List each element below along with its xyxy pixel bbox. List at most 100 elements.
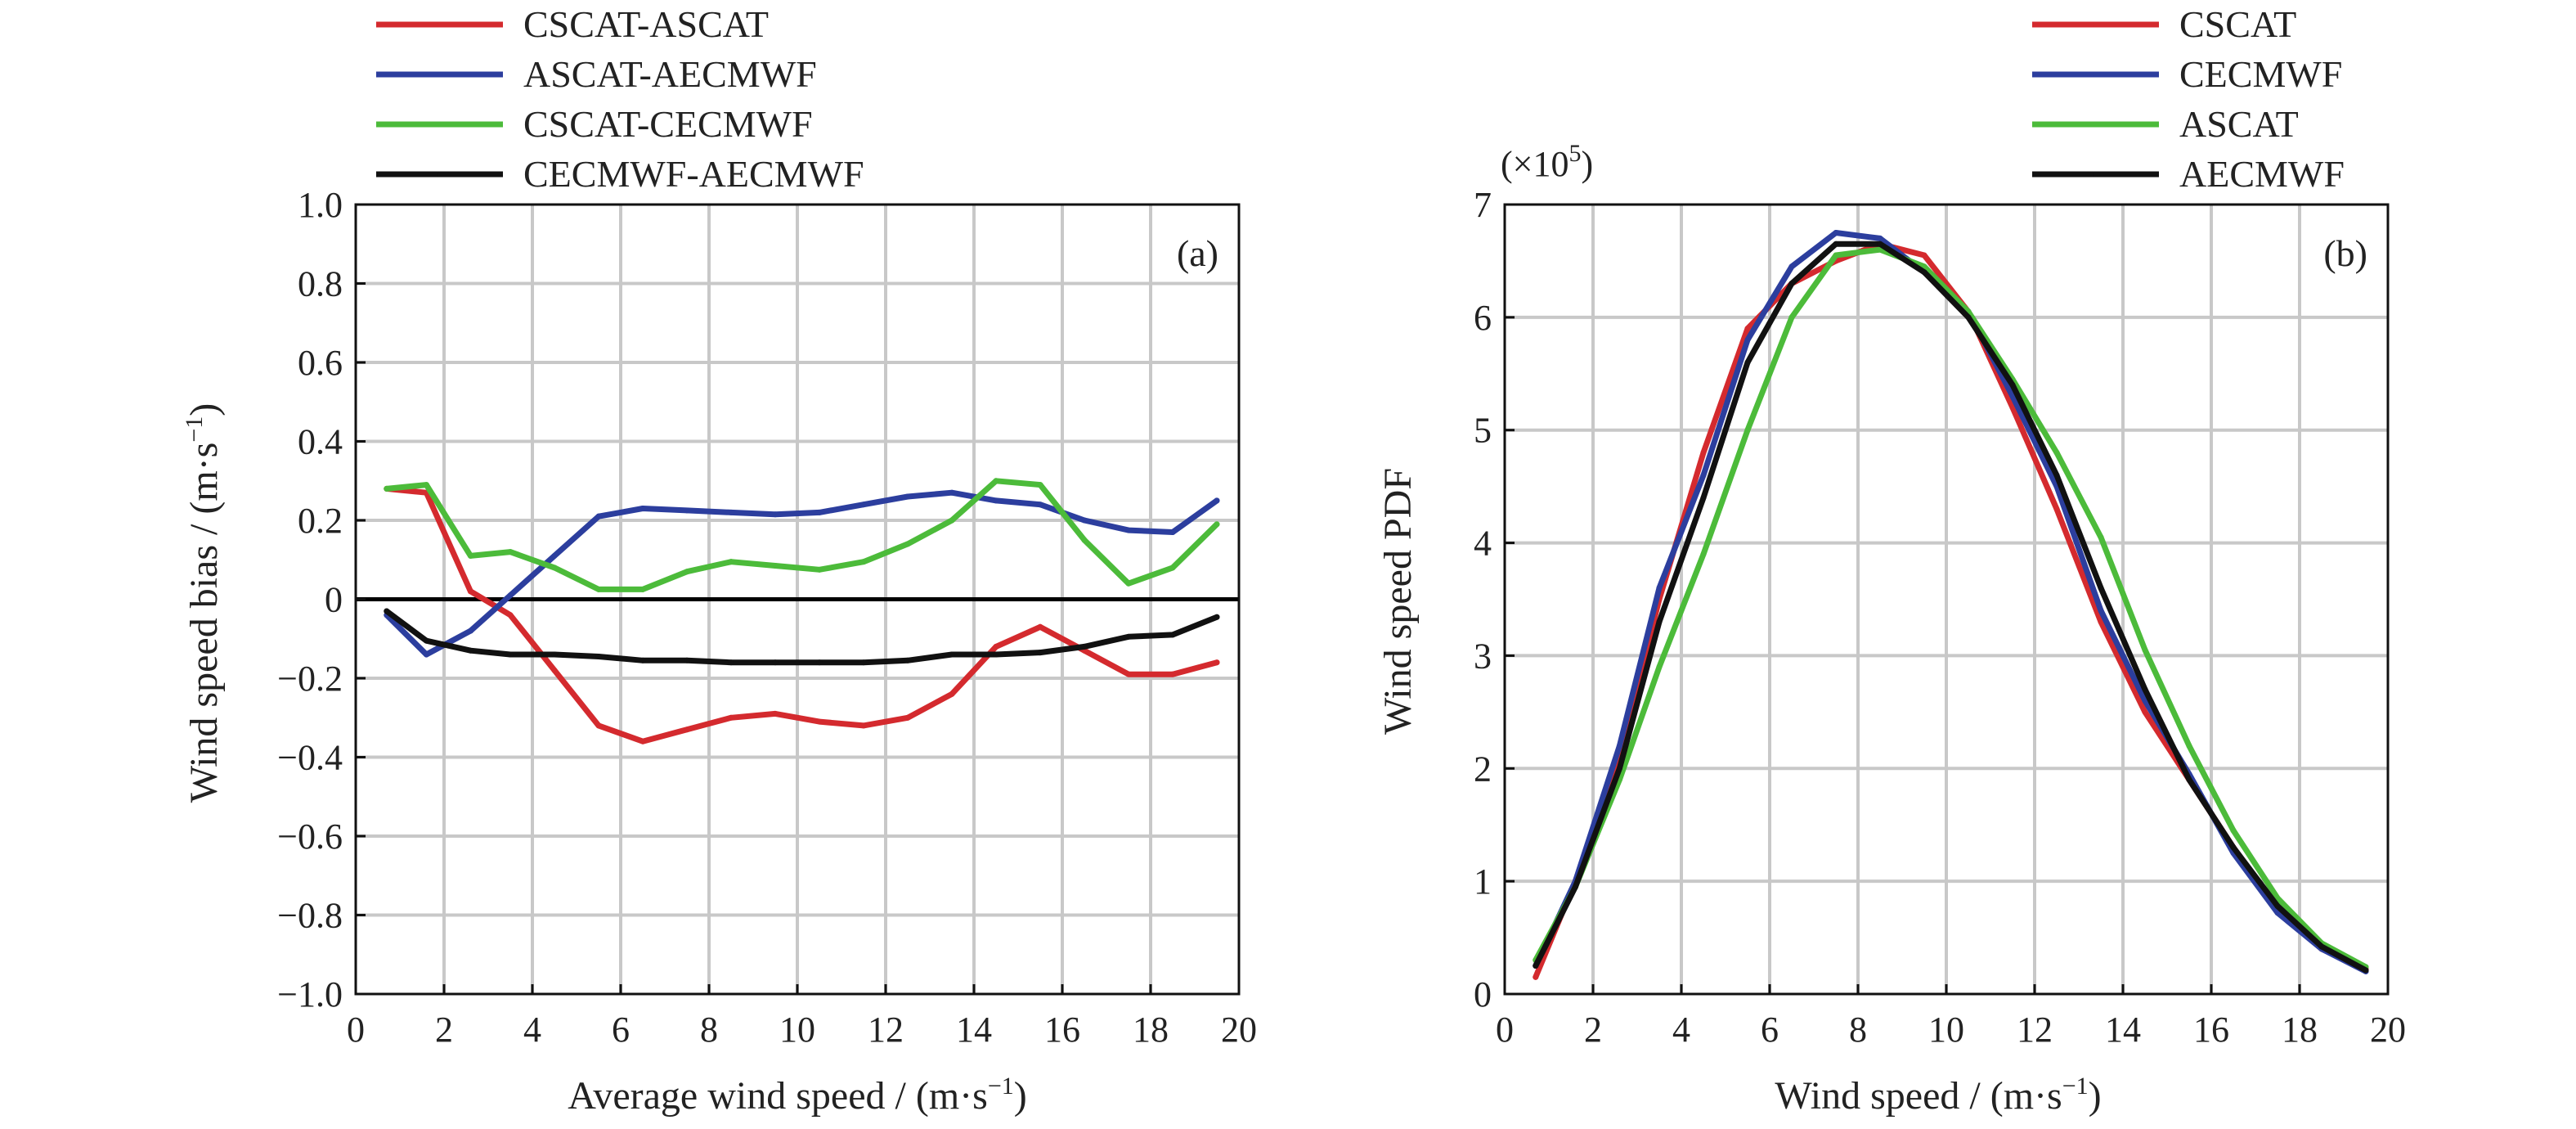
panel-b-series-line-3	[1533, 241, 2369, 974]
panel-a-series-2-point	[640, 586, 646, 592]
panel-a-series-2-point	[551, 564, 558, 571]
panel-a-chart: Wind speed bias / (m·s−1) Average wind s…	[181, 3, 1257, 1118]
panel-b-series-2-point	[1744, 427, 1751, 434]
panel-a-series-2-point	[772, 562, 779, 569]
panel-b-x-tick-label: 10	[1928, 1010, 1964, 1050]
panel-a-series-3-point	[595, 653, 602, 659]
panel-a-series-1-point	[423, 651, 429, 658]
panel-a-x-tick-label: 20	[1221, 1010, 1257, 1050]
panel-b-series-3-point	[1656, 618, 1663, 625]
panel-a-series-3-point	[551, 651, 558, 658]
panel-a-series-2-point	[1081, 537, 1088, 543]
panel-b-series-2-point	[1788, 314, 1795, 321]
panel-b-series-1-point	[1656, 585, 1663, 591]
panel-b-series-3-point	[2053, 472, 2060, 479]
panel-a-y-tick-label: 1.0	[298, 185, 343, 225]
panel-a-series-1-point	[772, 511, 779, 518]
panel-b-series-3-point	[2186, 776, 2192, 783]
panel-b-legend-label: CECMWF	[2179, 53, 2342, 95]
panel-b-ylabel: Wind speed PDF	[1376, 468, 1420, 735]
panel-a-series-3-point	[816, 659, 823, 666]
panel-a-series-3-point	[772, 659, 779, 666]
panel-a-series-1-point	[1037, 502, 1043, 508]
panel-b-series-3-point	[2098, 585, 2104, 591]
panel-b-series-3-point	[1921, 269, 1928, 276]
panel-a-legend-label: CECMWF-AECMWF	[523, 153, 864, 195]
panel-a-series-3-point	[1081, 643, 1088, 650]
panel-a-y-tick-label: 0	[325, 580, 343, 620]
panel-a-series-1-point	[467, 627, 473, 634]
panel-a-series-3-point	[728, 659, 734, 666]
panel-a-y-tick-label: 0.6	[298, 343, 343, 383]
panel-b-series-1-point	[1877, 235, 1883, 241]
panel-a-series-3-point	[684, 657, 690, 663]
panel-a-series-2-point	[949, 517, 955, 524]
panel-b-series-1-point	[1833, 229, 1839, 236]
panel-b-series-3-point	[2142, 686, 2148, 693]
panel-b-series-1-point	[2098, 607, 2104, 614]
panel-b-series-3-point	[1833, 241, 1839, 247]
panel-a-series-1-point	[816, 509, 823, 515]
panel-b-series-3-point	[1965, 314, 1972, 321]
panel-b-series-0-point	[1533, 974, 1539, 980]
panel-b-y-tick-label: 6	[1474, 298, 1492, 338]
panel-b-series-0-point	[1921, 252, 1928, 259]
panel-a-y-tick-label: 0.4	[298, 422, 343, 462]
panel-b-series-1-point	[1700, 472, 1707, 479]
panel-a-series-0-point	[551, 667, 558, 673]
panel-a-series-2-point	[507, 549, 514, 556]
panel-b-x-tick-label: 0	[1496, 1010, 1514, 1050]
panel-b-legend-label: ASCAT	[2179, 103, 2299, 145]
panel-a-ylabel: Wind speed bias / (m·s−1)	[181, 403, 226, 803]
panel-a-legend-marker	[437, 21, 442, 28]
panel-b-series-1-point	[1616, 743, 1622, 749]
panel-a-series-2-point	[423, 482, 429, 488]
panel-b-legend: CSCAT CECMWF ASCAT AECMWF	[2032, 3, 2345, 195]
panel-a-series-2-point	[467, 552, 473, 559]
panel-b-series-1-point	[2009, 393, 2016, 399]
panel-a-series-3-point	[467, 647, 473, 654]
panel-b-series-1-point	[2142, 698, 2148, 704]
panel-a-series-0-point	[1169, 671, 1176, 677]
panel-a-series-1-point	[1081, 517, 1088, 524]
panel-b-x-tick-label: 6	[1761, 1010, 1779, 1050]
panel-b-legend-label: AECMWF	[2179, 153, 2345, 195]
panel-a-series-3-point	[1169, 632, 1176, 638]
panel-a-legend-label: CSCAT-CECMWF	[523, 103, 813, 145]
panel-a-series-3-point	[423, 637, 429, 644]
panel-b-x-tick-label: 16	[2193, 1010, 2229, 1050]
panel-a-series-1-point	[860, 502, 867, 508]
panel-b-series-2-point	[1656, 663, 1663, 670]
panel-b-x-tick-label: 20	[2370, 1010, 2406, 1050]
panel-a-series-1-point	[728, 509, 734, 515]
panel-b-series-3-point	[1788, 281, 1795, 286]
panel-b-y-tick-label: 5	[1474, 411, 1492, 451]
panel-a-series-1-point	[904, 493, 911, 500]
panel-b-series-3-point	[2363, 967, 2369, 974]
panel-a-series-2-point	[860, 559, 867, 565]
panel-b-series-2-point	[2230, 827, 2237, 834]
panel-b-series-1-point	[1744, 336, 1751, 343]
panel-a-series-0-point	[728, 714, 734, 721]
panel-a-legend-label: CSCAT-ASCAT	[523, 3, 769, 45]
panel-b-series-1-point	[1788, 263, 1795, 270]
panel-b-series-3-point	[2230, 844, 2237, 851]
panel-a-series-line-3	[384, 608, 1220, 666]
panel-b-series-0-point	[2098, 618, 2104, 625]
panel-a-series-2-point	[1169, 564, 1176, 571]
panel-b-series-3-point	[1533, 963, 1539, 969]
panel-a-y-tick-label: −1.0	[277, 974, 343, 1014]
panel-a-x-tick-label: 0	[347, 1010, 365, 1050]
panel-a-series-line-2	[384, 478, 1220, 592]
panel-a-series-0-point	[1214, 659, 1220, 666]
panel-b-grid	[1505, 205, 2388, 994]
panel-b-series-0-point	[2142, 708, 2148, 715]
panel-a-x-tick-label: 12	[868, 1010, 904, 1050]
panel-b-series-3-point	[1744, 359, 1751, 366]
panel-a-series-3-point	[1037, 650, 1043, 656]
panel-b-y-tick-label: 0	[1474, 974, 1492, 1014]
panel-a-series-0-point	[1125, 671, 1132, 677]
panel-a-series-1-point	[640, 506, 646, 512]
panel-a-series-1-point	[1169, 529, 1176, 535]
panel-a-series-2-point	[1037, 482, 1043, 488]
